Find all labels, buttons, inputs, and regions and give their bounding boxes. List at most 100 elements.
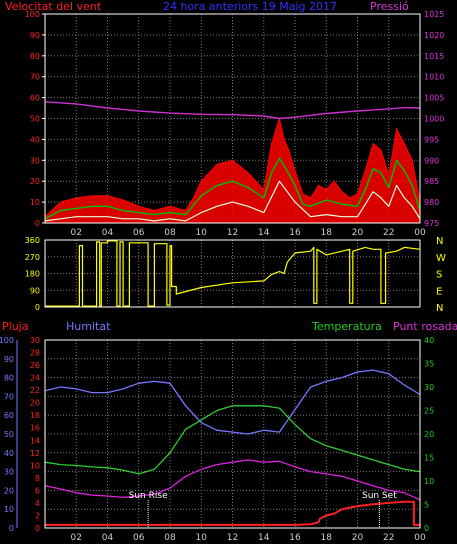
climate-panel-axes: 0102030405060708090100024681012141618202…: [0, 336, 434, 543]
climate-panel-frame: [44, 339, 421, 529]
pressure-tick-label: 990: [424, 156, 439, 165]
humidity-tick-label: 80: [4, 374, 14, 383]
wind-panel-axes: 0102030405060708090100975980985990995100…: [25, 10, 445, 238]
pressure-tick-label: 980: [424, 198, 439, 207]
wind-x-tick-label: 20: [352, 228, 364, 238]
climate-x-tick-label: 10: [196, 533, 208, 543]
wind-tick-label: 90: [30, 31, 40, 40]
temperature-tick-label: 35: [424, 360, 434, 369]
climate-x-tick-label: 02: [71, 533, 82, 543]
temperature-axis-label: Temperatura: [311, 320, 382, 333]
temperature-line: [44, 405, 421, 475]
rain-axis-label: Pluja: [2, 320, 28, 333]
wind-tick-label: 70: [30, 73, 40, 82]
direction-tick-label: 0: [35, 303, 40, 312]
wind-panel-series: [44, 101, 421, 224]
direction-tick-label: 180: [25, 270, 40, 279]
rain-line: [45, 500, 420, 526]
wind-x-tick-label: 14: [258, 228, 270, 238]
compass-label: N: [436, 236, 443, 247]
temperature-tick-label: 40: [424, 336, 434, 345]
wind-x-tick-label: 08: [164, 228, 176, 238]
climate-x-tick-label: 18: [321, 533, 333, 543]
wind-x-tick-label: 12: [227, 228, 238, 238]
wind-tick-label: 20: [30, 177, 40, 186]
wind-x-tick-label: 16: [289, 228, 301, 238]
rain-tick-label: 12: [30, 449, 40, 458]
pressure-tick-label: 1020: [424, 31, 444, 40]
compass-label: E: [436, 286, 442, 297]
rain-tick-label: 28: [30, 349, 40, 358]
humidity-tick-label: 50: [4, 430, 14, 439]
humidity-tick-label: 100: [0, 336, 14, 345]
rain-tick-label: 8: [35, 474, 40, 483]
direction-tick-label: 90: [30, 286, 40, 295]
climate-x-tick-label: 14: [258, 533, 270, 543]
rain-tick-label: 6: [35, 486, 40, 495]
sun-marker-label: Sun Set: [362, 491, 397, 501]
temperature-tick-label: 10: [424, 477, 434, 486]
temperature-tick-label: 5: [424, 501, 429, 510]
wind-x-tick-label: 00: [414, 228, 426, 238]
pressure-tick-label: 1005: [424, 94, 444, 103]
wind-x-tick-label: 10: [196, 228, 208, 238]
pressure-tick-label: 1015: [424, 52, 444, 61]
temperature-tick-label: 25: [424, 407, 434, 416]
wind-x-tick-label: 04: [102, 228, 114, 238]
humidity-line: [44, 369, 421, 435]
climate-panel-series: Sun Rise Sun Set: [44, 369, 421, 528]
climate-x-tick-label: 12: [227, 533, 238, 543]
humidity-tick-label: 40: [4, 449, 14, 458]
humidity-tick-label: 20: [4, 486, 14, 495]
wind-gust-area: [44, 116, 421, 224]
humidity-tick-label: 60: [4, 411, 14, 420]
wind-x-tick-label: 18: [321, 228, 333, 238]
temperature-tick-label: 20: [424, 430, 434, 439]
humidity-tick-label: 90: [4, 355, 14, 364]
rain-tick-label: 10: [30, 461, 40, 470]
wind-minimum-line: [44, 180, 421, 222]
wind-average-line: [44, 157, 421, 220]
compass-label: N: [436, 303, 443, 314]
direction-panel-series: [45, 240, 421, 307]
pressure-tick-label: 1025: [424, 10, 444, 19]
wind-tick-label: 60: [30, 94, 40, 103]
compass-label: W: [436, 253, 446, 264]
direction-panel-frame: [44, 239, 421, 308]
pressure-tick-label: 1010: [424, 73, 444, 82]
rain-tick-label: 20: [30, 399, 40, 408]
wind-tick-label: 50: [30, 115, 40, 124]
climate-x-tick-label: 20: [352, 533, 364, 543]
wind-x-tick-label: 06: [133, 228, 145, 238]
temperature-tick-label: 30: [424, 383, 434, 392]
climate-x-tick-label: 08: [164, 533, 176, 543]
rain-tick-label: 4: [35, 499, 40, 508]
rain-tick-label: 22: [30, 386, 40, 395]
climate-x-tick-label: 00: [414, 533, 426, 543]
humidity-tick-label: 10: [4, 505, 14, 514]
temperature-tick-label: 15: [424, 454, 434, 463]
temperature-tick-label: 0: [424, 524, 429, 533]
rain-tick-label: 26: [30, 361, 40, 370]
pressure-tick-label: 985: [424, 177, 439, 186]
pressure-axis-label: Pressió: [370, 0, 409, 13]
wind-tick-label: 40: [30, 135, 40, 144]
rain-tick-label: 18: [30, 411, 40, 420]
wind-x-tick-label: 02: [71, 228, 82, 238]
rain-tick-label: 2: [35, 511, 40, 520]
climate-x-tick-label: 06: [133, 533, 145, 543]
humidity-tick-label: 30: [4, 468, 14, 477]
climate-x-tick-label: 22: [383, 533, 394, 543]
compass-label: S: [436, 270, 442, 281]
direction-tick-label: 270: [25, 253, 40, 262]
wind-axis-label: Velocitat del vent: [5, 0, 102, 13]
climate-panel-grid: [45, 340, 420, 528]
wind-x-tick-label: 22: [383, 228, 394, 238]
rain-tick-label: 16: [30, 424, 40, 433]
climate-x-tick-label: 16: [289, 533, 301, 543]
wind-tick-label: 80: [30, 52, 40, 61]
rain-tick-label: 14: [30, 436, 40, 445]
rain-tick-label: 0: [35, 524, 40, 533]
